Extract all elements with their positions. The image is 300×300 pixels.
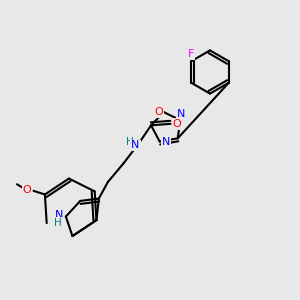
Text: O: O xyxy=(173,119,182,129)
Text: H: H xyxy=(54,218,61,228)
Text: F: F xyxy=(188,49,194,59)
Text: O: O xyxy=(154,107,163,117)
Text: N: N xyxy=(177,109,185,119)
Text: N: N xyxy=(162,136,170,146)
Text: O: O xyxy=(22,185,31,195)
Text: H: H xyxy=(126,136,134,146)
Text: N: N xyxy=(55,210,63,220)
Text: N: N xyxy=(131,140,140,150)
